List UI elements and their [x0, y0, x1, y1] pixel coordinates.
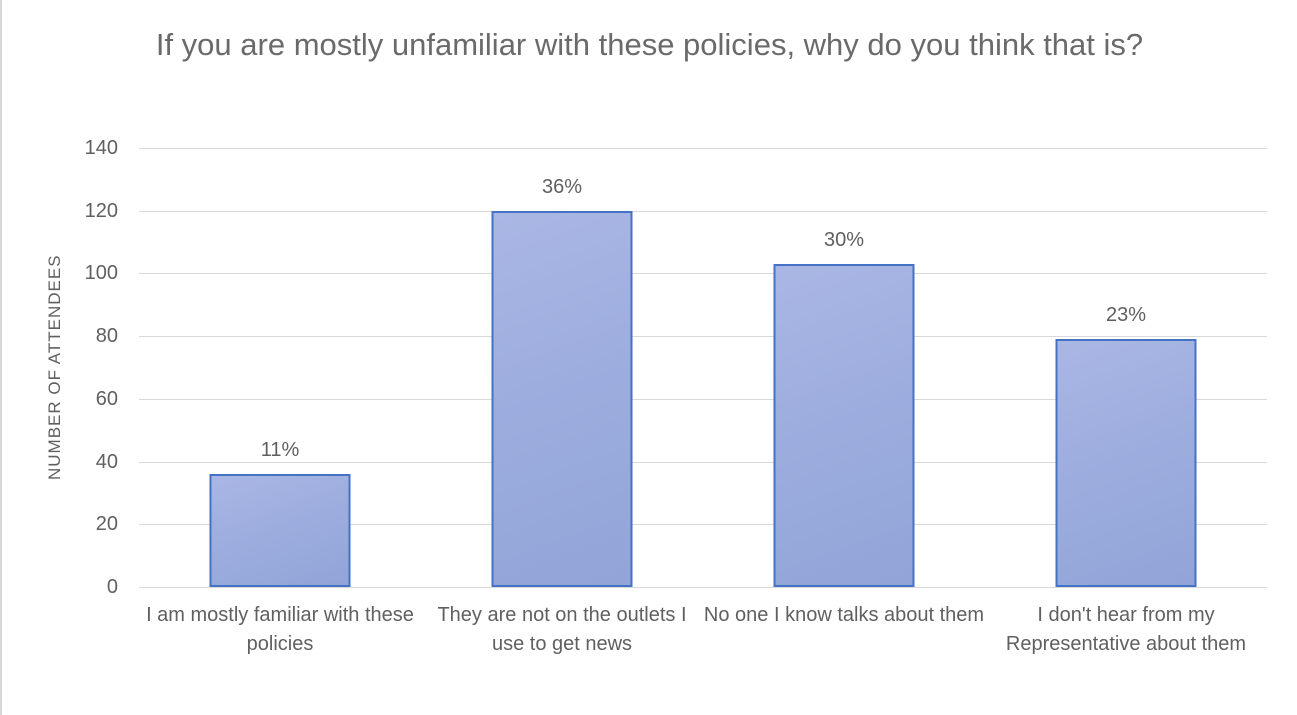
chart-title: If you are mostly unfamiliar with these … [2, 22, 1297, 69]
bar [1055, 339, 1197, 587]
bar-value-label: 11% [260, 439, 300, 462]
y-tick-label: 20 [95, 513, 118, 536]
plot-area: 11% 36% 30% 23% [139, 148, 1267, 588]
bar-value-label: 30% [823, 229, 865, 252]
gridline [139, 587, 1267, 588]
gridline [139, 273, 1267, 275]
y-tick-label: 100 [84, 262, 118, 285]
bar-value-label: 36% [541, 175, 583, 198]
gridline [139, 210, 1267, 212]
y-axis-tick-labels: 0 20 40 60 80 100 120 140 [2, 137, 124, 598]
y-tick-label: 80 [95, 325, 118, 348]
gridline [139, 336, 1267, 338]
gridline [139, 461, 1267, 463]
x-category-label: They are not on the outlets I use to get… [437, 604, 687, 656]
y-tick-label: 140 [84, 137, 118, 159]
bar-value-label: 23% [1105, 304, 1147, 327]
y-tick-label: 40 [95, 450, 118, 473]
bar [209, 474, 351, 587]
bar [491, 210, 633, 587]
gridline [139, 148, 1267, 149]
bar [773, 264, 915, 587]
x-category-label: I am mostly familiar with these policies [146, 604, 414, 656]
gridline [139, 398, 1267, 400]
y-tick-label: 0 [106, 576, 118, 598]
x-axis-labels: I am mostly familiar with these policies… [139, 601, 1267, 660]
gridline [139, 524, 1267, 526]
x-category-label: No one I know talks about them [703, 604, 985, 626]
chart-title-text: If you are mostly unfamiliar with these … [155, 27, 1144, 62]
x-category-label: I don't hear from my Representative abou… [1005, 604, 1247, 656]
y-tick-label: 120 [84, 199, 118, 222]
y-tick-label: 60 [95, 387, 118, 410]
